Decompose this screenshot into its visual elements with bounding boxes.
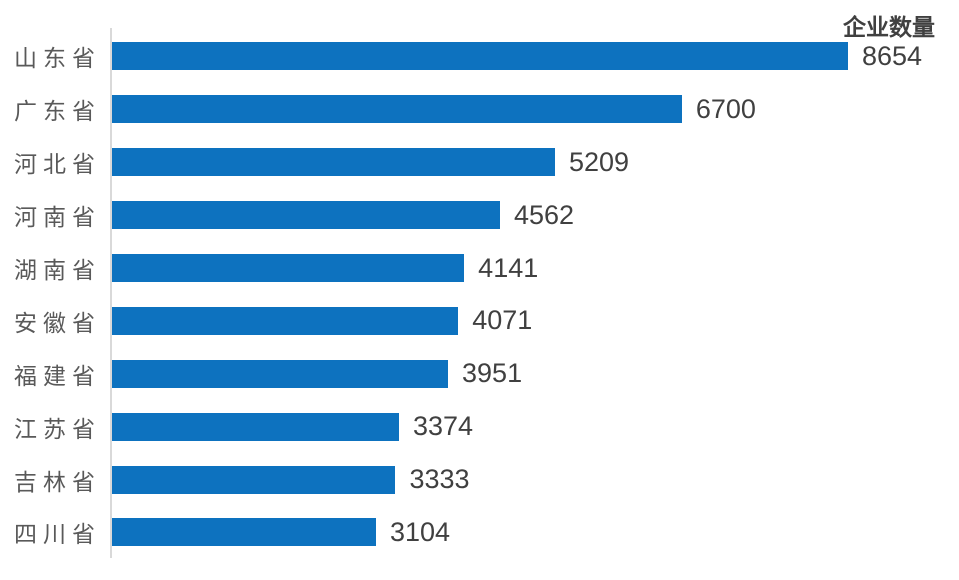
category-label: 安徽省 <box>14 310 101 336</box>
bar <box>112 518 376 547</box>
bar-row: 四川省 3104 <box>0 506 959 559</box>
bar <box>112 254 465 282</box>
category-label: 湖南省 <box>14 258 101 283</box>
value-label: 4071 <box>472 305 533 336</box>
category-label: 广东省 <box>14 99 101 125</box>
bar-track: 4071 <box>112 305 848 336</box>
bar-track: 5209 <box>112 146 848 177</box>
y-axis-line <box>110 28 112 558</box>
bar-row: 广东省 6700 <box>0 83 959 136</box>
bar-track: 3951 <box>112 358 848 389</box>
bar-track: 3104 <box>112 516 848 547</box>
bar-row: 福建省 3951 <box>0 347 959 400</box>
bar <box>112 95 682 124</box>
bar-row: 山东省 8654 <box>0 30 959 83</box>
value-label: 4141 <box>478 252 539 283</box>
bar <box>112 359 449 388</box>
category-label: 江苏省 <box>14 416 101 442</box>
bar-track: 6700 <box>112 93 848 124</box>
category-label: 福建省 <box>14 363 101 389</box>
bar-row: 江苏省 3374 <box>0 400 959 453</box>
value-label: 3374 <box>412 411 474 442</box>
value-label: 8654 <box>862 40 923 71</box>
bar-row: 安徽省 4071 <box>0 294 959 347</box>
bar-row: 河北省 5209 <box>0 136 959 189</box>
bar <box>112 201 500 230</box>
value-label: 4562 <box>513 199 575 230</box>
bar-track: 4562 <box>112 199 848 230</box>
value-label: 3104 <box>389 516 451 547</box>
category-label: 四川省 <box>14 522 101 548</box>
bar-track: 3333 <box>112 464 848 495</box>
category-label: 吉林省 <box>14 469 101 495</box>
chart-title: 企业数量 <box>843 14 935 40</box>
category-label: 山东省 <box>14 46 101 72</box>
value-label: 3333 <box>409 464 470 495</box>
bar-row: 河南省 4562 <box>0 189 959 242</box>
bars-area: 山东省 8654 广东省 6700 河北省 5209 河南省 4562 湖南省 … <box>0 30 959 559</box>
value-label: 5209 <box>569 146 630 177</box>
bar-track: 3374 <box>112 411 848 442</box>
bar-track: 4141 <box>112 252 848 283</box>
bar-row: 吉林省 3333 <box>0 453 959 506</box>
bar <box>112 148 555 177</box>
value-label: 3951 <box>462 358 523 389</box>
category-label: 河南省 <box>14 205 101 231</box>
bar <box>112 465 396 494</box>
bar <box>112 306 459 335</box>
bar-row: 湖南省 4141 <box>0 242 959 295</box>
bar-track: 8654 <box>112 41 922 71</box>
value-label: 6700 <box>695 93 756 124</box>
bar <box>112 42 848 71</box>
category-label: 河北省 <box>14 152 101 178</box>
bar <box>112 412 399 441</box>
